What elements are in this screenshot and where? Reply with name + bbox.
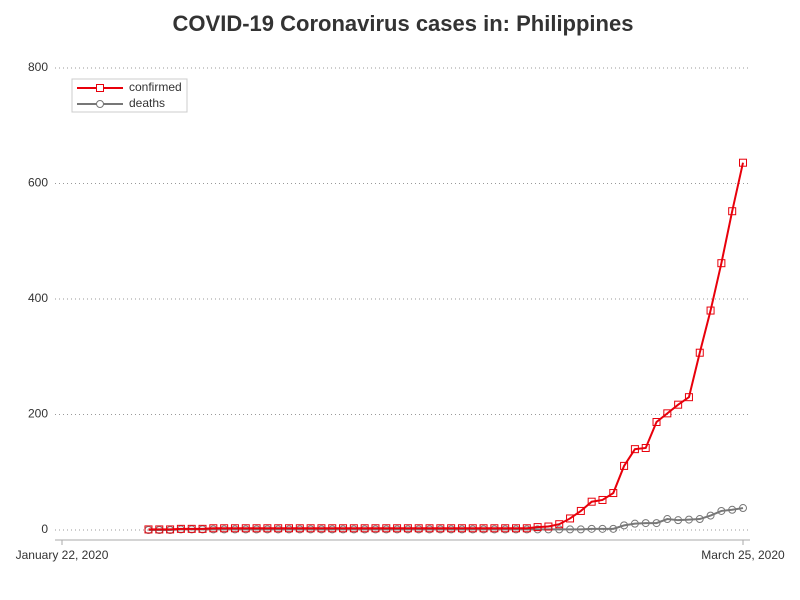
point bbox=[641, 519, 650, 528]
y-tick-label: 800 bbox=[28, 60, 48, 74]
point bbox=[468, 524, 477, 533]
point bbox=[566, 525, 575, 534]
y-tick-label: 400 bbox=[28, 291, 48, 305]
y-tick-label: 200 bbox=[28, 407, 48, 421]
point bbox=[490, 524, 499, 533]
point bbox=[587, 524, 596, 533]
point bbox=[544, 522, 553, 531]
point bbox=[739, 504, 747, 513]
point bbox=[198, 524, 207, 533]
point bbox=[620, 461, 629, 470]
point bbox=[479, 524, 488, 533]
point bbox=[501, 524, 510, 533]
legend-label: confirmed bbox=[129, 80, 182, 94]
point bbox=[166, 525, 175, 534]
point bbox=[447, 524, 456, 533]
point bbox=[706, 511, 715, 520]
point bbox=[285, 524, 293, 533]
point bbox=[382, 524, 391, 533]
chart-title: COVID-19 Coronavirus cases in: Philippin… bbox=[173, 11, 634, 36]
point bbox=[533, 523, 542, 532]
point bbox=[598, 524, 607, 533]
point bbox=[209, 524, 218, 533]
point bbox=[576, 525, 585, 534]
point bbox=[360, 524, 369, 533]
x-tick-label: March 25, 2020 bbox=[701, 548, 785, 562]
legend-box bbox=[71, 78, 188, 113]
point bbox=[566, 514, 575, 523]
point bbox=[620, 521, 629, 530]
legend-marker bbox=[96, 84, 104, 92]
point bbox=[414, 524, 423, 533]
point bbox=[522, 524, 531, 533]
point bbox=[728, 207, 737, 216]
point bbox=[641, 443, 650, 452]
y-tick-label: 0 bbox=[41, 522, 48, 536]
y-tick-label: 600 bbox=[28, 176, 48, 190]
point bbox=[663, 515, 672, 524]
point bbox=[630, 519, 639, 528]
point bbox=[230, 524, 239, 533]
point bbox=[674, 516, 683, 525]
point bbox=[652, 519, 661, 528]
point bbox=[252, 524, 261, 533]
point bbox=[576, 506, 585, 515]
point bbox=[295, 524, 304, 533]
point bbox=[706, 306, 715, 315]
point bbox=[684, 393, 693, 402]
point bbox=[187, 524, 196, 533]
line bbox=[148, 162, 744, 531]
point bbox=[274, 524, 283, 533]
point bbox=[555, 525, 564, 534]
point bbox=[436, 524, 445, 533]
point bbox=[457, 524, 466, 533]
point bbox=[630, 445, 639, 454]
line bbox=[148, 507, 744, 531]
point bbox=[371, 524, 380, 533]
point bbox=[609, 489, 618, 498]
legend-marker bbox=[96, 100, 104, 108]
point bbox=[652, 418, 661, 427]
point bbox=[241, 524, 250, 533]
point bbox=[555, 520, 564, 529]
point bbox=[674, 400, 683, 409]
point bbox=[306, 524, 315, 533]
x-tick-label: January 22, 2020 bbox=[16, 548, 109, 562]
point bbox=[695, 515, 704, 524]
point bbox=[609, 524, 618, 533]
point bbox=[155, 525, 164, 534]
point bbox=[695, 348, 704, 357]
legend-label: deaths bbox=[129, 96, 165, 110]
point bbox=[328, 524, 337, 533]
point bbox=[425, 524, 434, 533]
point bbox=[403, 524, 412, 533]
point bbox=[263, 524, 272, 533]
point bbox=[717, 259, 726, 268]
point bbox=[587, 497, 596, 506]
point bbox=[176, 524, 185, 533]
point bbox=[728, 505, 737, 514]
point bbox=[512, 524, 520, 533]
point bbox=[739, 158, 747, 167]
point bbox=[339, 524, 348, 533]
point bbox=[684, 515, 693, 524]
point bbox=[317, 524, 326, 533]
point bbox=[220, 524, 229, 533]
point bbox=[393, 524, 402, 533]
point bbox=[144, 525, 153, 534]
point bbox=[349, 524, 358, 533]
point bbox=[663, 409, 672, 418]
point bbox=[717, 506, 726, 515]
point bbox=[598, 495, 607, 504]
